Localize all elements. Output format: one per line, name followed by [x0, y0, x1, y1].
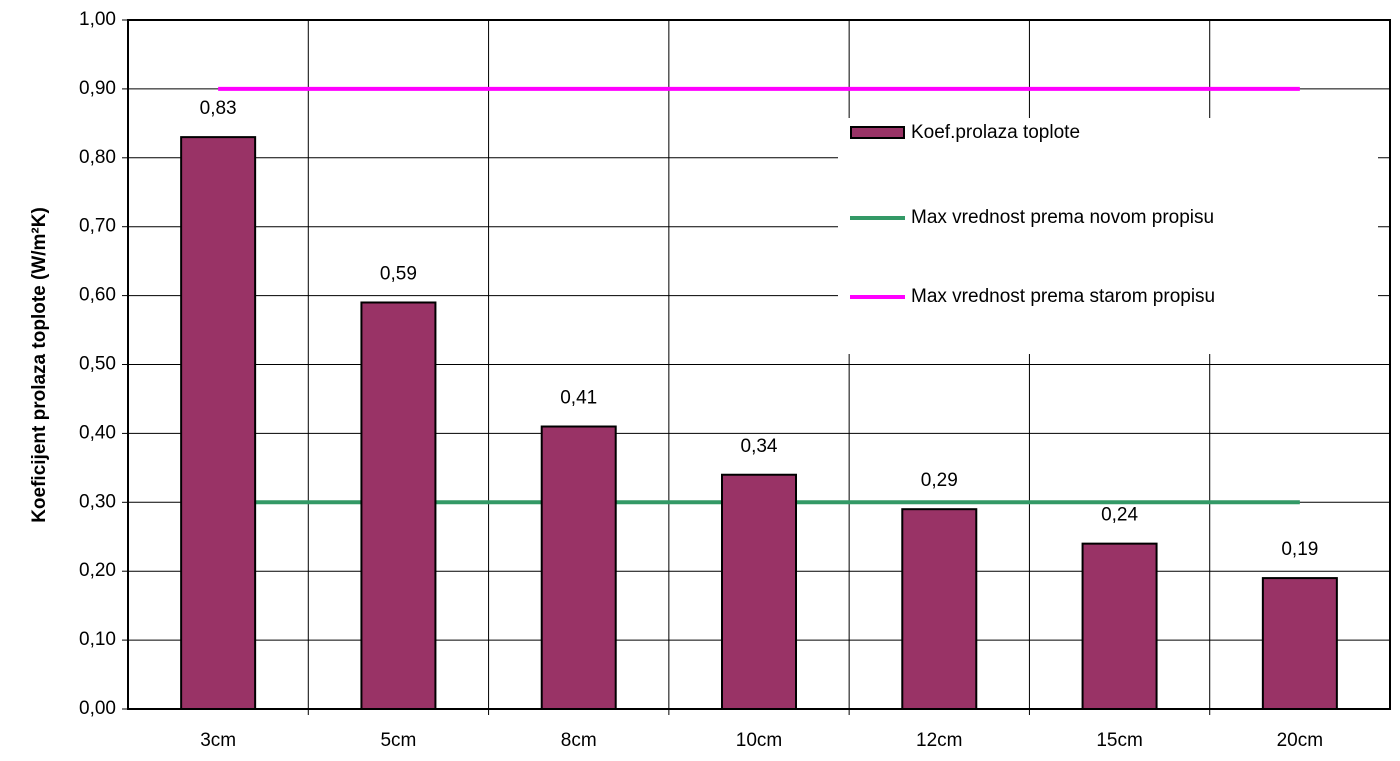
y-tick-label: 0,60 — [79, 285, 116, 306]
bar — [540, 425, 617, 710]
legend-label: Koef.prolaza toplote — [911, 122, 1081, 143]
legend-swatch — [850, 295, 905, 299]
y-tick-label: 0,80 — [79, 147, 116, 168]
legend-entry: Koef.prolaza toplote — [850, 118, 1080, 148]
bar — [1081, 542, 1158, 711]
legend-entry: Max vrednost prema novom propisu — [850, 203, 1214, 233]
y-tick-label: 0,50 — [79, 354, 116, 375]
legend-entry: Max vrednost prema starom propisu — [850, 282, 1215, 312]
y-axis-label: Koeficijent prolaza toplote (W/m²K) — [29, 207, 50, 523]
bar — [901, 508, 978, 710]
y-tick-label: 0,30 — [79, 491, 116, 512]
x-tick-label: 10cm — [736, 730, 782, 751]
x-tick-label: 12cm — [916, 730, 962, 751]
data-label: 0,41 — [560, 388, 597, 409]
y-tick-label: 0,10 — [79, 629, 116, 650]
legend-swatch — [850, 126, 905, 139]
legend-swatch — [850, 216, 905, 220]
legend: Koef.prolaza toplote Max vrednost prema n… — [838, 118, 1378, 354]
data-label: 0,24 — [1101, 505, 1138, 526]
y-tick-label: 0,00 — [79, 698, 116, 719]
bar — [180, 136, 257, 710]
y-tick-label: 0,40 — [79, 422, 116, 443]
legend-label: Max vrednost prema starom propisu — [911, 286, 1216, 307]
x-tick-label: 8cm — [561, 730, 597, 751]
y-tick-label: 0,70 — [79, 216, 116, 237]
y-tick-label: 1,00 — [79, 9, 116, 30]
y-tick-label: 0,20 — [79, 560, 116, 581]
plot-border — [127, 19, 1391, 710]
data-label: 0,59 — [380, 264, 417, 285]
data-label: 0,29 — [921, 470, 958, 491]
x-tick-label: 5cm — [380, 730, 416, 751]
x-tick-label: 3cm — [200, 730, 236, 751]
y-tick-label: 0,90 — [79, 78, 116, 99]
data-label: 0,34 — [741, 436, 778, 457]
legend-label: Max vrednost prema novom propisu — [911, 207, 1215, 228]
data-label: 0,83 — [200, 98, 237, 119]
data-label: 0,19 — [1281, 539, 1318, 560]
bar — [721, 473, 797, 710]
x-tick-label: 20cm — [1277, 730, 1323, 751]
bar — [360, 301, 437, 710]
x-tick-label: 15cm — [1096, 730, 1142, 751]
bar — [1261, 577, 1338, 711]
